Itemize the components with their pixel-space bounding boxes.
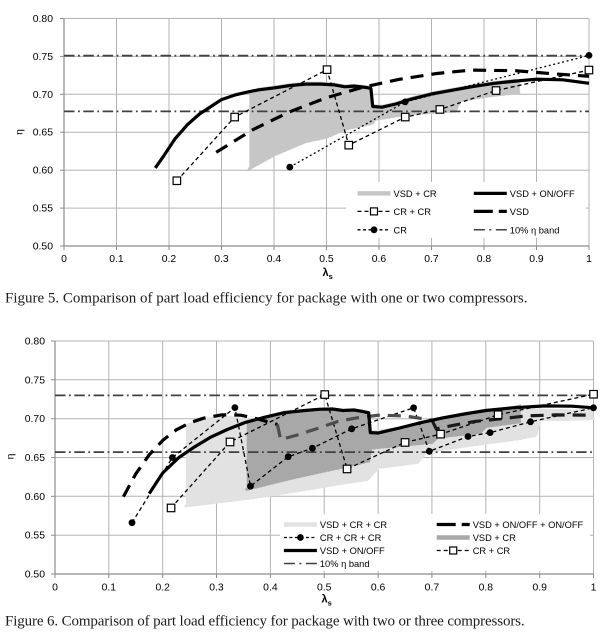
svg-text:η: η	[6, 453, 17, 459]
svg-text:0.5: 0.5	[319, 254, 334, 265]
svg-text:CR + CR: CR + CR	[394, 207, 432, 217]
svg-text:η: η	[15, 129, 26, 135]
svg-text:0.1: 0.1	[102, 583, 117, 594]
svg-text:0.4: 0.4	[267, 254, 282, 265]
svg-text:0.80: 0.80	[25, 337, 45, 348]
svg-text:CR: CR	[394, 225, 408, 235]
svg-text:10% η band: 10% η band	[510, 225, 560, 235]
svg-text:0.6: 0.6	[371, 583, 386, 594]
svg-text:1: 1	[591, 583, 597, 594]
svg-text:0.70: 0.70	[25, 414, 45, 425]
svg-text:0.9: 0.9	[532, 583, 547, 594]
svg-text:VSD + ON/OFF + ON/OFF: VSD + ON/OFF + ON/OFF	[473, 520, 584, 530]
svg-text:0.65: 0.65	[25, 453, 45, 464]
svg-text:λs: λs	[323, 267, 333, 281]
svg-text:CR + CR: CR + CR	[473, 546, 511, 556]
svg-text:0.4: 0.4	[263, 583, 278, 594]
svg-text:VSD: VSD	[510, 207, 529, 217]
svg-text:0.8: 0.8	[477, 254, 492, 265]
svg-text:0.2: 0.2	[155, 583, 170, 594]
svg-text:0.3: 0.3	[209, 583, 224, 594]
svg-text:0.55: 0.55	[33, 204, 53, 215]
svg-text:0.3: 0.3	[214, 254, 229, 265]
svg-text:0.60: 0.60	[25, 492, 45, 503]
svg-text:0.7: 0.7	[425, 583, 440, 594]
svg-text:0: 0	[52, 583, 58, 594]
svg-text:λs: λs	[322, 594, 332, 608]
svg-text:0.55: 0.55	[25, 531, 45, 542]
svg-text:0.8: 0.8	[479, 583, 494, 594]
svg-text:CR + CR + CR: CR + CR + CR	[320, 533, 382, 543]
svg-text:0.1: 0.1	[109, 254, 124, 265]
svg-text:VSD + CR: VSD + CR	[394, 189, 437, 199]
svg-text:VSD + ON/OFF: VSD + ON/OFF	[510, 189, 575, 199]
svg-text:Figure 6. Comparison of part l: Figure 6. Comparison of part load effici…	[5, 614, 525, 630]
svg-text:VSD + CR: VSD + CR	[473, 533, 516, 543]
svg-text:0.50: 0.50	[33, 242, 53, 253]
svg-text:0.75: 0.75	[33, 52, 53, 63]
svg-text:0.60: 0.60	[33, 166, 53, 177]
svg-text:0.7: 0.7	[424, 254, 439, 265]
svg-text:0: 0	[61, 254, 67, 265]
svg-text:0.75: 0.75	[25, 375, 45, 386]
svg-text:VSD + CR + CR: VSD + CR + CR	[320, 520, 387, 530]
svg-text:0.50: 0.50	[25, 570, 45, 581]
svg-text:0.9: 0.9	[529, 254, 544, 265]
svg-text:10% η band: 10% η band	[320, 559, 370, 569]
svg-text:VSD + ON/OFF: VSD + ON/OFF	[320, 546, 385, 556]
svg-text:1: 1	[586, 254, 592, 265]
svg-text:0.65: 0.65	[33, 128, 53, 139]
svg-text:0.80: 0.80	[33, 14, 53, 25]
svg-text:0.70: 0.70	[33, 90, 53, 101]
svg-text:Figure 5. Comparison of part l: Figure 5. Comparison of part load effici…	[5, 291, 528, 307]
svg-text:0.6: 0.6	[372, 254, 387, 265]
svg-text:0.2: 0.2	[162, 254, 177, 265]
svg-text:0.5: 0.5	[317, 583, 332, 594]
